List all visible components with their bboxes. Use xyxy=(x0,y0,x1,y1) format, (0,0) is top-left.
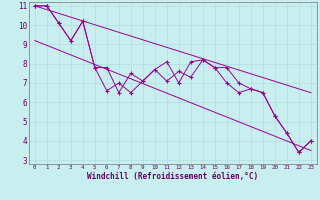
X-axis label: Windchill (Refroidissement éolien,°C): Windchill (Refroidissement éolien,°C) xyxy=(87,172,258,181)
